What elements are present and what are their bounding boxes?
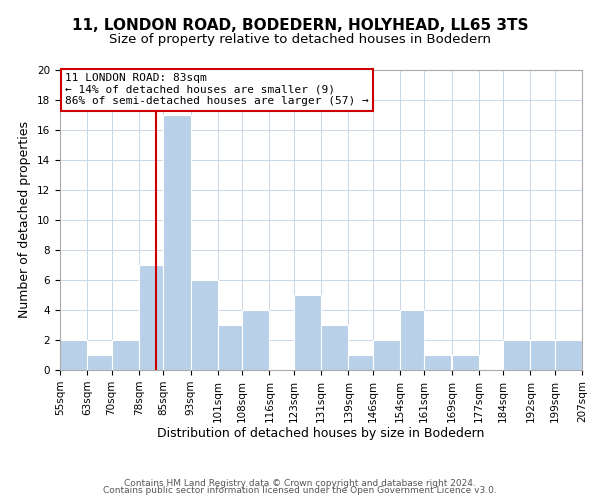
Text: Contains HM Land Registry data © Crown copyright and database right 2024.: Contains HM Land Registry data © Crown c… — [124, 478, 476, 488]
Y-axis label: Number of detached properties: Number of detached properties — [19, 122, 31, 318]
Bar — [373, 340, 400, 370]
Bar — [60, 340, 88, 370]
Text: Contains public sector information licensed under the Open Government Licence v3: Contains public sector information licen… — [103, 486, 497, 495]
Bar — [400, 310, 424, 370]
Bar — [321, 325, 349, 370]
Bar — [112, 340, 139, 370]
Bar — [163, 115, 191, 370]
X-axis label: Distribution of detached houses by size in Bodedern: Distribution of detached houses by size … — [157, 428, 485, 440]
Bar — [503, 340, 530, 370]
Bar — [452, 355, 479, 370]
Text: Size of property relative to detached houses in Bodedern: Size of property relative to detached ho… — [109, 32, 491, 46]
Bar — [293, 295, 321, 370]
Bar — [530, 340, 554, 370]
Bar — [88, 355, 112, 370]
Bar — [554, 340, 582, 370]
Bar — [191, 280, 218, 370]
Text: 11 LONDON ROAD: 83sqm
← 14% of detached houses are smaller (9)
86% of semi-detac: 11 LONDON ROAD: 83sqm ← 14% of detached … — [65, 73, 369, 106]
Bar — [349, 355, 373, 370]
Bar — [139, 265, 163, 370]
Text: 11, LONDON ROAD, BODEDERN, HOLYHEAD, LL65 3TS: 11, LONDON ROAD, BODEDERN, HOLYHEAD, LL6… — [72, 18, 528, 32]
Bar — [242, 310, 269, 370]
Bar — [218, 325, 242, 370]
Bar — [424, 355, 451, 370]
